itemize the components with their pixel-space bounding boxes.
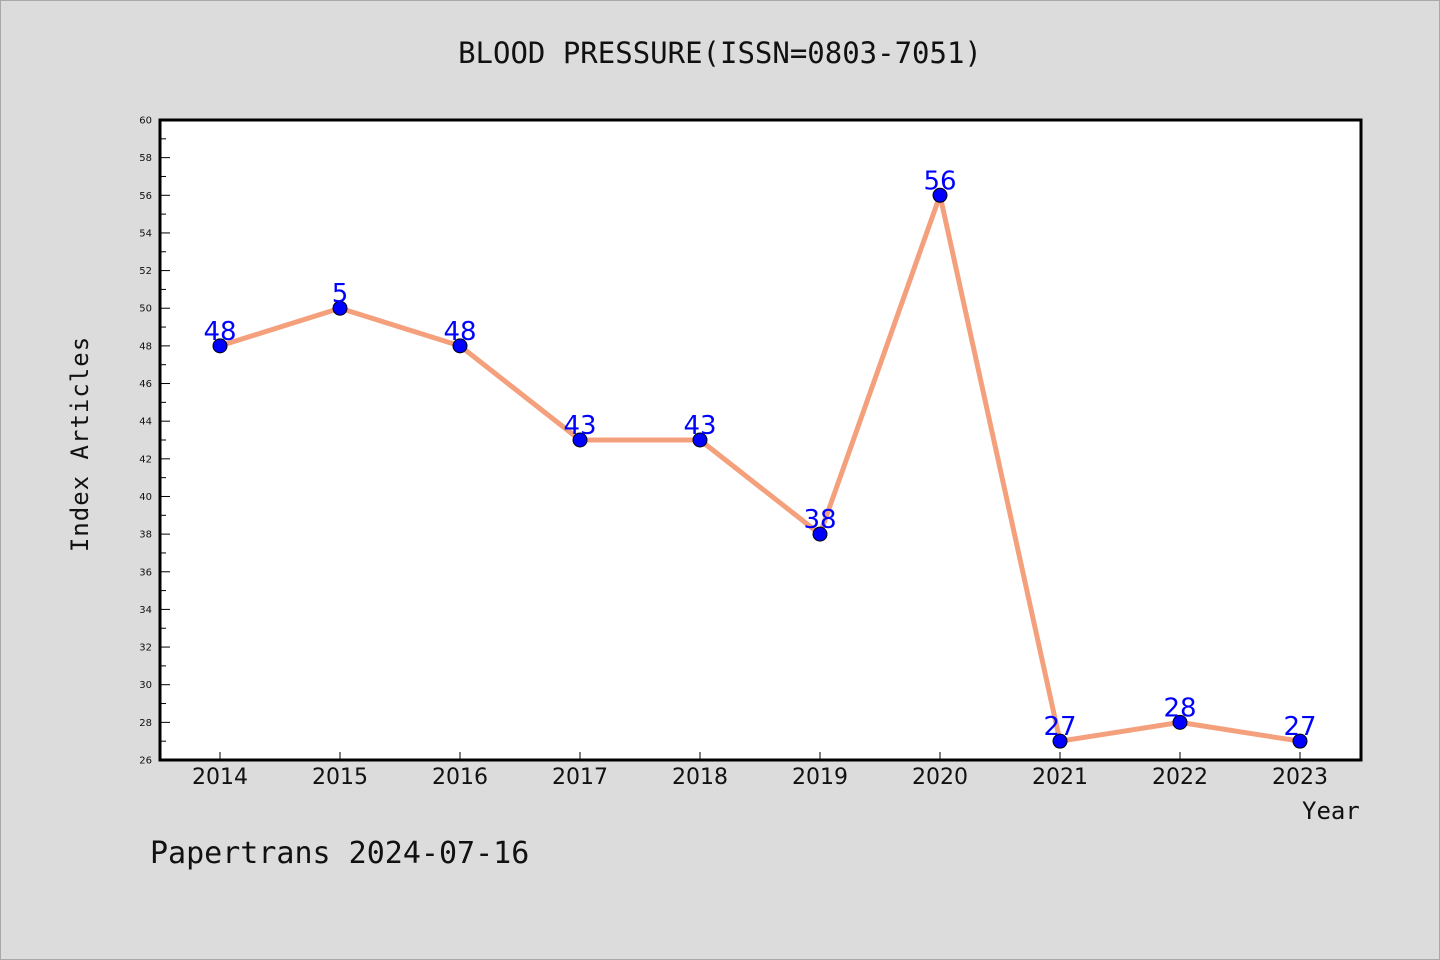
chart-title: BLOOD PRESSURE(ISSN=0803-7051) bbox=[458, 36, 982, 70]
data-label: 43 bbox=[683, 411, 716, 441]
y-tick-label: 50 bbox=[139, 304, 152, 315]
x-tick-label: 2019 bbox=[792, 765, 848, 790]
y-tick-label: 38 bbox=[139, 530, 152, 541]
y-tick-label: 36 bbox=[139, 567, 152, 578]
footer-note: Papertrans 2024-07-16 bbox=[150, 836, 530, 871]
data-point bbox=[1052, 733, 1068, 749]
data-label: 28 bbox=[1163, 693, 1196, 723]
data-point bbox=[932, 187, 948, 203]
data-point bbox=[212, 338, 228, 354]
y-tick-label: 46 bbox=[139, 379, 152, 390]
x-tick-label: 2017 bbox=[552, 765, 608, 790]
y-axis: 26 28 30 32 34 36 38 40 42 44 46 48 50 52 54 56 58 60 bbox=[139, 116, 170, 767]
y-tick-label: 54 bbox=[139, 228, 152, 239]
y-tick-label: 34 bbox=[139, 605, 152, 616]
data-point bbox=[572, 432, 588, 448]
x-tick-label: 2014 bbox=[192, 765, 248, 790]
x-tick-label: 2022 bbox=[1152, 765, 1208, 790]
data-label: 48 bbox=[203, 317, 236, 347]
x-axis-label: Year bbox=[1302, 797, 1360, 825]
data-point bbox=[1172, 714, 1188, 730]
y-tick-label: 30 bbox=[139, 680, 152, 691]
data-point bbox=[692, 432, 708, 448]
y-tick-label: 40 bbox=[139, 492, 152, 503]
x-tick-label: 2018 bbox=[672, 765, 728, 790]
data-label: 43 bbox=[563, 411, 596, 441]
data-point bbox=[812, 526, 828, 542]
data-label: 38 bbox=[803, 505, 836, 535]
data-label: 48 bbox=[443, 317, 476, 347]
x-axis: 2014 2015 2016 2017 2018 2019 2020 2021 2022 2023 bbox=[192, 752, 1328, 790]
data-label: 56 bbox=[923, 166, 956, 196]
data-label: 27 bbox=[1283, 712, 1316, 742]
data-label: 5 bbox=[332, 279, 349, 309]
y-tick-label: 32 bbox=[139, 643, 152, 654]
y-tick-label: 52 bbox=[139, 266, 152, 277]
series-line-group bbox=[219, 192, 1301, 744]
y-tick-label: 44 bbox=[139, 417, 152, 428]
y-tick-label: 48 bbox=[139, 341, 152, 352]
x-tick-label: 2021 bbox=[1032, 765, 1088, 790]
y-tick-label: 60 bbox=[139, 116, 152, 127]
y-tick-label: 28 bbox=[139, 718, 152, 729]
data-labels-group: 48 5 48 43 43 38 56 27 28 27 bbox=[203, 166, 1316, 742]
data-point bbox=[452, 338, 468, 354]
y-tick-label: 26 bbox=[139, 756, 152, 767]
y-tick-label: 56 bbox=[139, 191, 152, 202]
data-label: 27 bbox=[1043, 712, 1076, 742]
x-tick-label: 2020 bbox=[912, 765, 968, 790]
plot-background bbox=[158, 118, 1363, 762]
x-tick-label: 2016 bbox=[432, 765, 488, 790]
x-tick-label: 2015 bbox=[312, 765, 368, 790]
y-tick-label: 58 bbox=[139, 153, 152, 164]
data-point bbox=[1292, 733, 1308, 749]
markers-group bbox=[212, 187, 1308, 749]
series-line bbox=[219, 192, 1301, 744]
y-tick-label: 42 bbox=[139, 454, 152, 465]
data-point bbox=[332, 300, 348, 316]
x-tick-label: 2023 bbox=[1272, 765, 1328, 790]
